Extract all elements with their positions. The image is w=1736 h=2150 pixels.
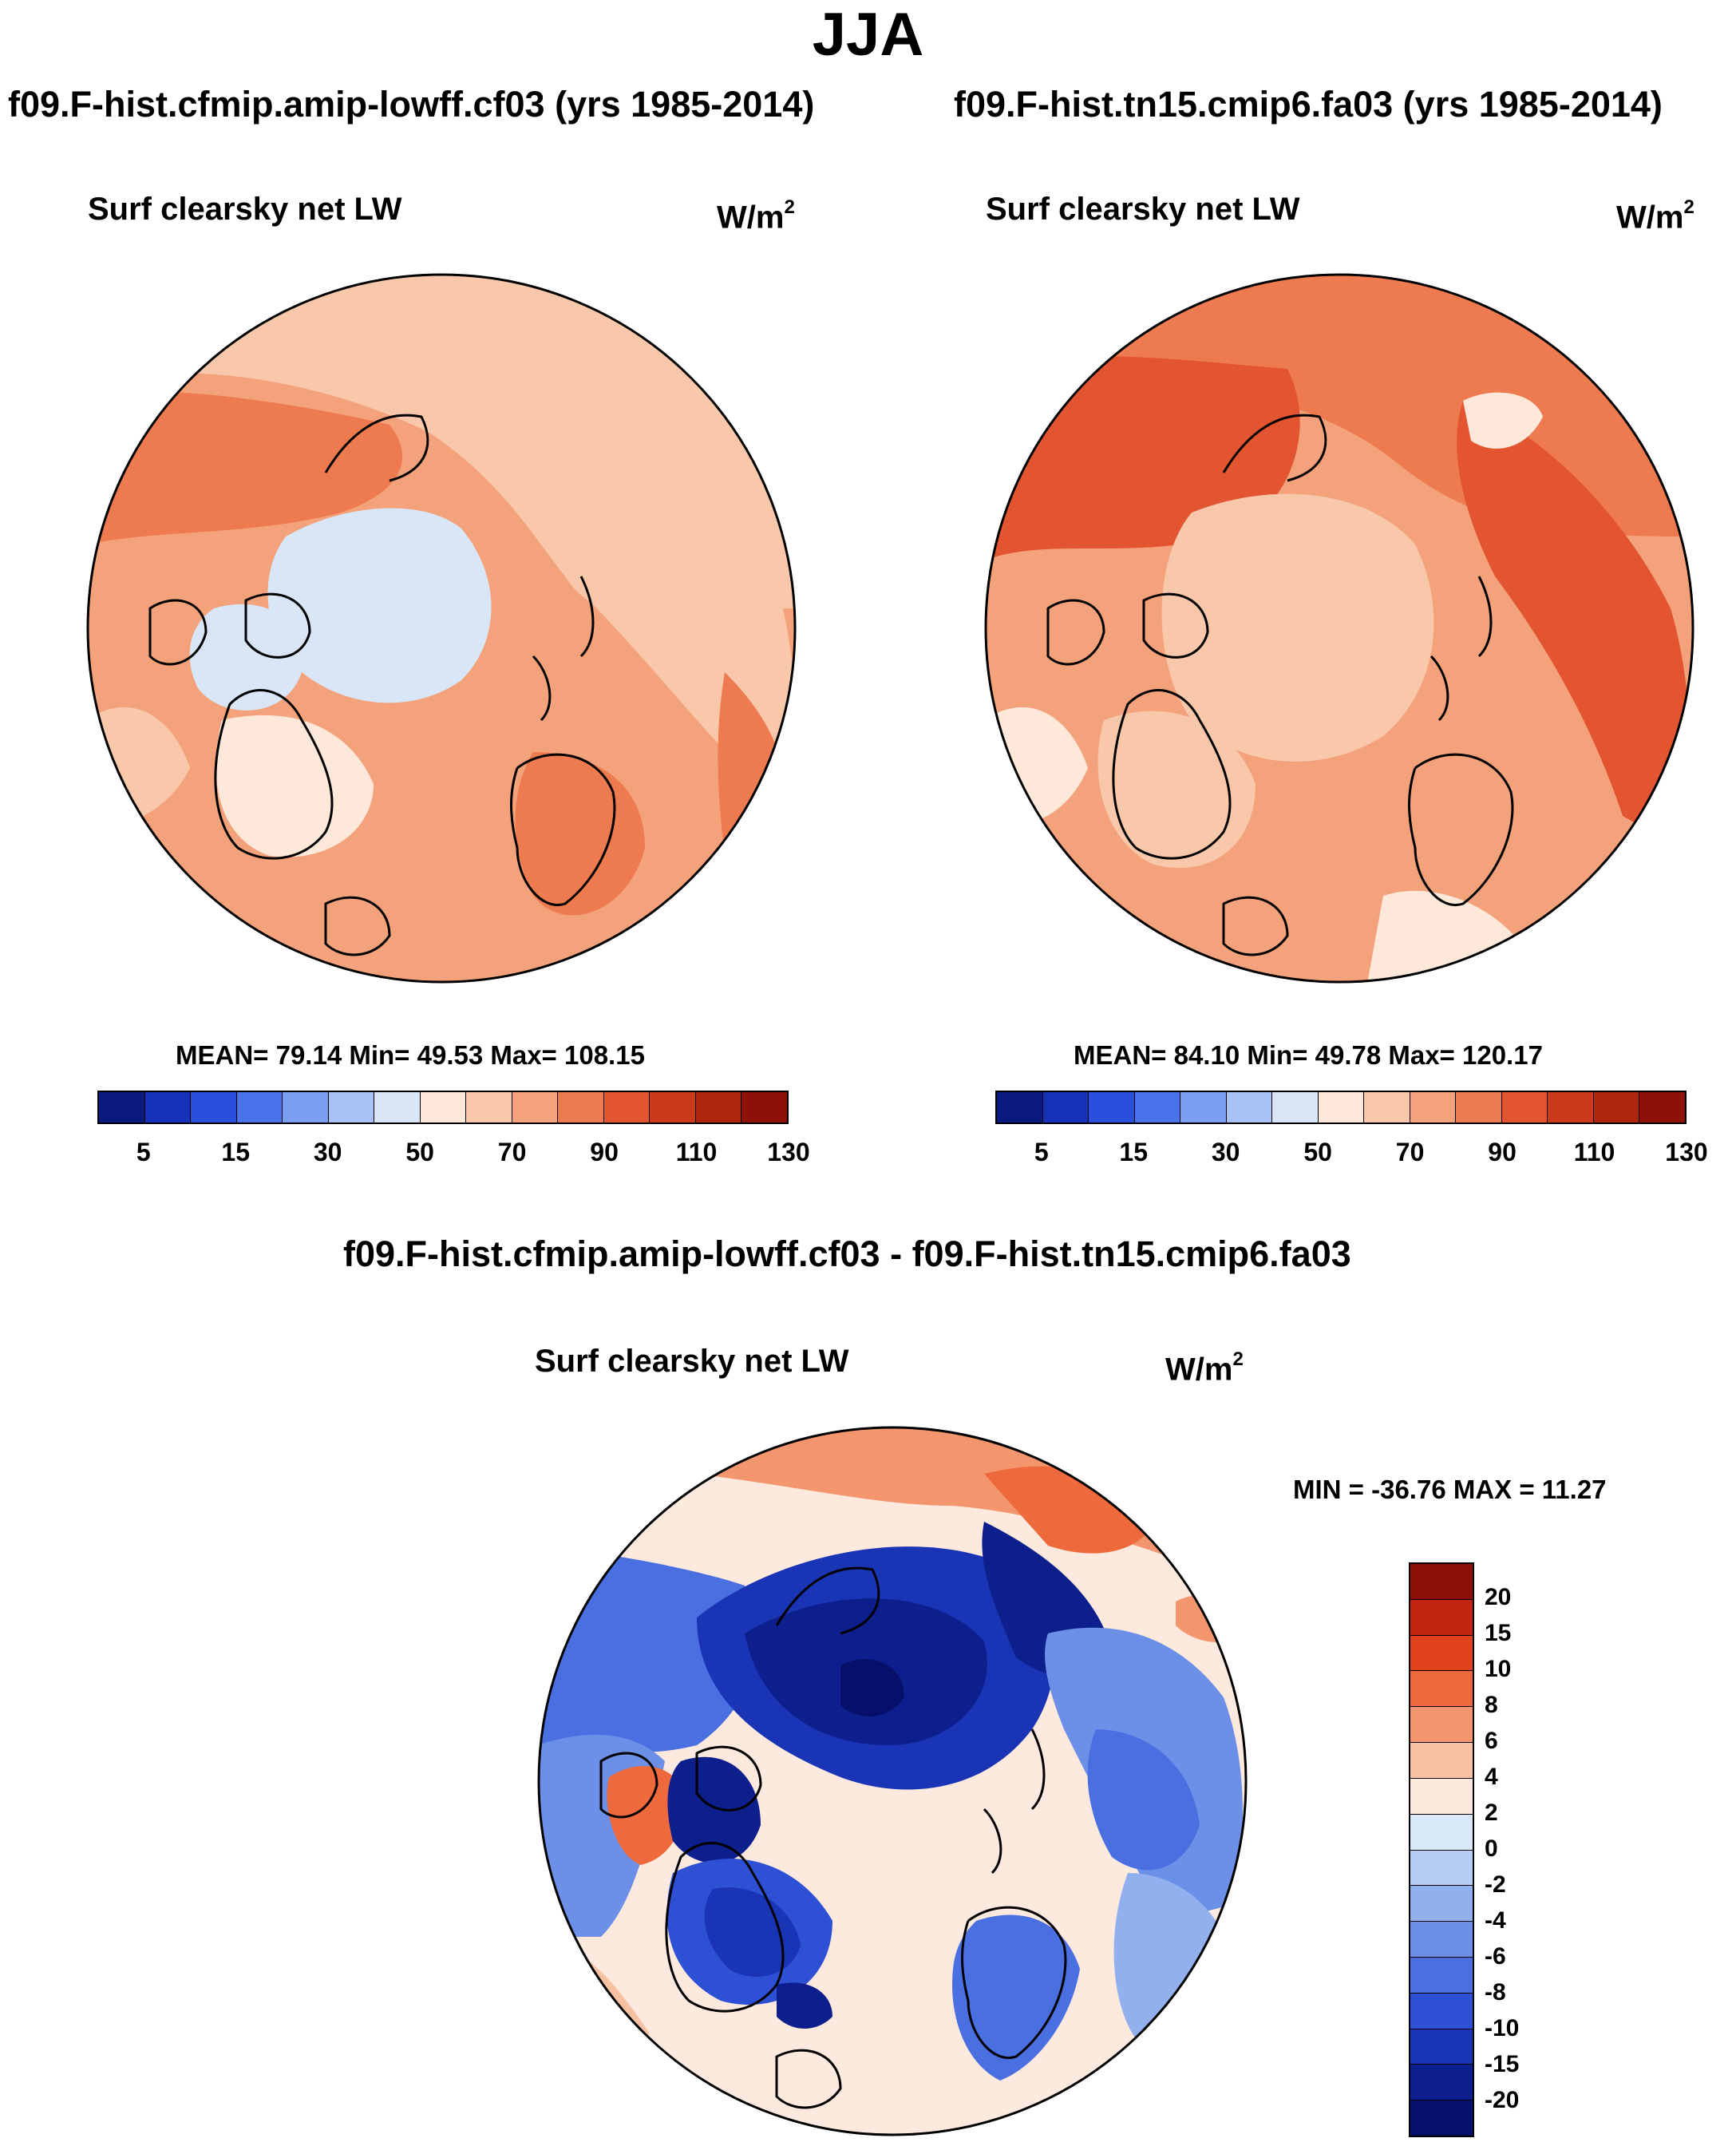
panel-2-run-title: f09.F-hist.tn15.cmip6.fa03 (yrs 1985-201… [954, 84, 1663, 125]
panel-2-colorbar [995, 1091, 1687, 1124]
difference-variable-label: Surf clearsky net LW [535, 1344, 849, 1379]
colorbar-tick-label: 70 [497, 1138, 527, 1166]
colorbar-tick-label: 50 [405, 1138, 434, 1166]
colorbar-swatch [1456, 1092, 1502, 1123]
colorbar-swatch [1410, 1957, 1473, 1994]
colorbar-swatch [650, 1092, 696, 1123]
colorbar-tick-label: 90 [590, 1138, 619, 1166]
colorbar-swatch [1410, 1564, 1473, 1600]
colorbar-swatch [1410, 1922, 1473, 1958]
panel-1-variable-label: Surf clearsky net LW [88, 192, 402, 227]
colorbar-swatch [1548, 1092, 1594, 1123]
colorbar-swatch [1272, 1092, 1319, 1123]
colorbar-tick-label: -4 [1485, 1907, 1506, 1934]
panel-1-run-title: f09.F-hist.cfmip.amip-lowff.cf03 (yrs 19… [8, 84, 815, 125]
colorbar-swatch [1134, 1092, 1181, 1123]
difference-colorbar-ticks: 20 15 10 8 6 4 2 0 -2 -4 -6 -8 -10 -15 -20 [1485, 1562, 1580, 2137]
colorbar-tick-label: -2 [1485, 1871, 1506, 1898]
difference-title: f09.F-hist.cfmip.amip-lowff.cf03 - f09.F… [343, 1233, 1351, 1274]
colorbar-swatch [1410, 1886, 1473, 1922]
colorbar-tick-label: 10 [1485, 1656, 1512, 1682]
colorbar-swatch [1410, 1993, 1473, 2029]
colorbar-swatch [1410, 2101, 1473, 2136]
colorbar-swatch [144, 1092, 192, 1123]
difference-colorbar [1409, 1562, 1474, 2137]
difference-polar-map [537, 1426, 1248, 2136]
colorbar-swatch [1593, 1092, 1640, 1123]
colorbar-tick-label: 130 [767, 1138, 810, 1166]
difference-units: W/m2 [1165, 1348, 1244, 1388]
panel-1-colorbar [97, 1091, 789, 1124]
figure-title: JJA [812, 1, 924, 69]
colorbar-swatch [191, 1092, 237, 1123]
colorbar-tick-label: 4 [1485, 1764, 1498, 1790]
colorbar-swatch [420, 1092, 467, 1123]
colorbar-swatch [283, 1092, 329, 1123]
panel-1-units: W/m2 [717, 196, 795, 236]
colorbar-swatch [1410, 1599, 1473, 1636]
colorbar-swatch [466, 1092, 512, 1123]
colorbar-tick-label: 130 [1665, 1138, 1708, 1166]
colorbar-swatch [1410, 1850, 1473, 1887]
colorbar-tick-label: 90 [1488, 1138, 1517, 1166]
colorbar-tick-label: 110 [1573, 1138, 1615, 1166]
colorbar-tick-label: -20 [1485, 2087, 1520, 2113]
colorbar-swatch [603, 1092, 651, 1123]
panel-1-stats: MEAN= 79.14 Min= 49.53 Max= 108.15 [176, 1040, 645, 1070]
colorbar-swatch [741, 1092, 787, 1123]
colorbar-swatch [1226, 1092, 1273, 1123]
colorbar-swatch [997, 1092, 1043, 1123]
colorbar-swatch [328, 1092, 375, 1123]
colorbar-tick-label: 15 [1119, 1138, 1148, 1166]
panel-2-colorbar-ticks: 5 15 30 50 70 90 110 130 [995, 1138, 1708, 1170]
colorbar-tick-label: -15 [1485, 2051, 1520, 2077]
colorbar-swatch [1501, 1092, 1548, 1123]
colorbar-swatch [1410, 1707, 1473, 1744]
colorbar-swatch [1410, 1635, 1473, 1672]
colorbar-tick-label: -6 [1485, 1943, 1506, 1970]
colorbar-tick-label: 5 [136, 1138, 151, 1166]
colorbar-swatch [1364, 1092, 1410, 1123]
panel-2-stats: MEAN= 84.10 Min= 49.78 Max= 120.17 [1074, 1040, 1543, 1070]
colorbar-tick-label: -10 [1485, 2015, 1520, 2041]
colorbar-swatch [99, 1092, 145, 1123]
colorbar-swatch [1410, 1671, 1473, 1708]
colorbar-swatch [1089, 1092, 1135, 1123]
colorbar-tick-label: -8 [1485, 1979, 1506, 2005]
difference-stats: MIN = -36.76 MAX = 11.27 [1293, 1475, 1607, 1504]
panel-2-units: W/m2 [1616, 196, 1694, 236]
colorbar-tick-label: 15 [1485, 1620, 1512, 1646]
colorbar-swatch [1410, 2029, 1473, 2065]
colorbar-tick-label: 15 [221, 1138, 250, 1166]
colorbar-swatch [1410, 2065, 1473, 2101]
colorbar-swatch [512, 1092, 559, 1123]
panel-1-colorbar-ticks: 5 15 30 50 70 90 110 130 [97, 1138, 810, 1170]
colorbar-swatch [1318, 1092, 1365, 1123]
colorbar-swatch [558, 1092, 604, 1123]
colorbar-tick-label: 70 [1395, 1138, 1425, 1166]
colorbar-swatch [1180, 1092, 1227, 1123]
panel-2-variable-label: Surf clearsky net LW [986, 192, 1300, 227]
colorbar-tick-label: 50 [1303, 1138, 1332, 1166]
colorbar-swatch [236, 1092, 283, 1123]
colorbar-swatch [1410, 1814, 1473, 1851]
colorbar-tick-label: 2 [1485, 1800, 1498, 1826]
colorbar-tick-label: 8 [1485, 1692, 1498, 1718]
colorbar-tick-label: 110 [675, 1138, 718, 1166]
colorbar-swatch [1410, 1778, 1473, 1815]
colorbar-swatch [1042, 1092, 1089, 1123]
colorbar-swatch [1410, 1743, 1473, 1779]
colorbar-swatch [695, 1092, 742, 1123]
colorbar-swatch [374, 1092, 421, 1123]
colorbar-tick-label: 30 [1211, 1138, 1240, 1166]
colorbar-tick-label: 20 [1485, 1584, 1512, 1610]
colorbar-swatch [1410, 1092, 1457, 1123]
colorbar-tick-label: 5 [1034, 1138, 1049, 1166]
colorbar-tick-label: 0 [1485, 1835, 1498, 1862]
panel-2-polar-map [984, 273, 1694, 984]
colorbar-swatch [1639, 1092, 1685, 1123]
panel-1-polar-map [86, 273, 797, 984]
colorbar-tick-label: 6 [1485, 1728, 1498, 1754]
colorbar-tick-label: 30 [313, 1138, 342, 1166]
